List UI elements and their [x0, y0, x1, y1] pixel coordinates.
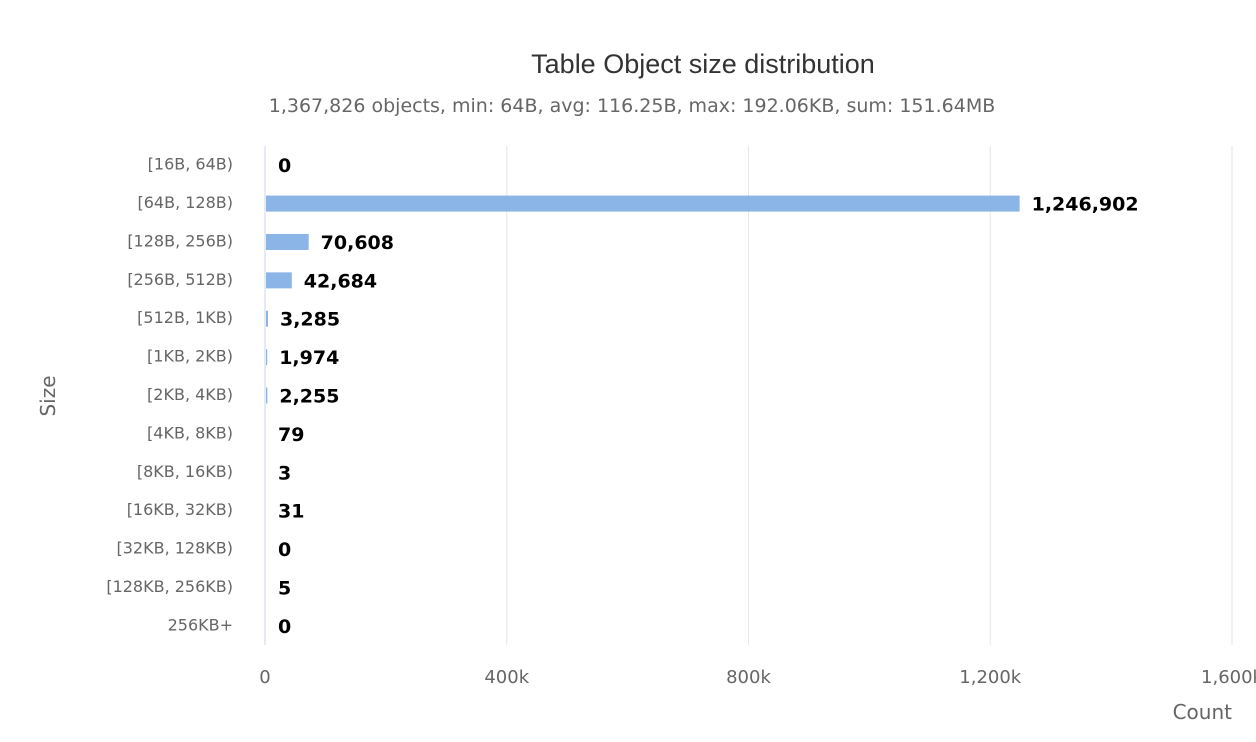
data-label: 0 — [278, 155, 291, 177]
category-label: [128KB, 256KB) — [106, 577, 233, 596]
category-labels: [16B, 64B) [64B, 128B) [128B, 256B) [256B, … — [106, 155, 233, 635]
category-label: [4KB, 8KB) — [147, 423, 233, 442]
bar — [266, 233, 309, 250]
bar — [266, 195, 1020, 212]
chart-subtitle: 1,367,826 objects, min: 64B, avg: 116.25… — [269, 95, 996, 117]
category-label: [256B, 512B) — [127, 270, 233, 289]
bar — [266, 310, 268, 327]
category-label: 256KB+ — [168, 615, 233, 634]
bars — [266, 195, 1020, 596]
data-label: 2,255 — [279, 386, 339, 408]
category-label: [1KB, 2KB) — [147, 347, 233, 366]
category-label: [16B, 64B) — [148, 155, 233, 174]
data-label: 1,246,902 — [1032, 194, 1139, 216]
data-label: 0 — [278, 616, 291, 638]
chart-title: Table Object size distribution — [531, 49, 875, 79]
data-label: 0 — [278, 539, 291, 561]
bar — [266, 272, 292, 289]
bar — [266, 387, 268, 404]
category-label: [16KB, 32KB) — [127, 500, 233, 519]
x-tick-label: 1,200k — [959, 667, 1022, 688]
bar — [266, 349, 268, 366]
gridlines — [506, 146, 1233, 645]
x-tick-label: 1,600k — [1201, 667, 1256, 688]
data-label: 42,684 — [304, 270, 377, 292]
category-label: [2KB, 4KB) — [147, 385, 233, 404]
x-axis-title: Count — [1173, 700, 1233, 724]
data-label: 1,974 — [279, 347, 339, 369]
category-label: [8KB, 16KB) — [137, 462, 233, 481]
data-label: 3,285 — [280, 309, 340, 331]
x-tick-label: 0 — [259, 667, 270, 688]
data-label: 31 — [278, 501, 304, 523]
data-label: 5 — [278, 577, 291, 599]
y-axis-title: Size — [36, 375, 60, 416]
data-label: 79 — [278, 424, 304, 446]
data-label: 70,608 — [321, 232, 394, 254]
category-label: [64B, 128B) — [137, 193, 233, 212]
x-tick-label: 800k — [726, 667, 771, 688]
x-tick-label: 400k — [484, 667, 529, 688]
data-label: 3 — [278, 462, 291, 484]
category-label: [32KB, 128KB) — [117, 539, 234, 558]
data-labels: 0 1,246,902 70,608 42,684 3,285 1,974 2,255 79 3… — [278, 155, 1139, 638]
x-tick-labels: 0 400k 800k 1,200k 1,600k — [259, 667, 1256, 688]
category-label: [128B, 256B) — [127, 231, 233, 250]
category-label: [512B, 1KB) — [137, 308, 233, 327]
